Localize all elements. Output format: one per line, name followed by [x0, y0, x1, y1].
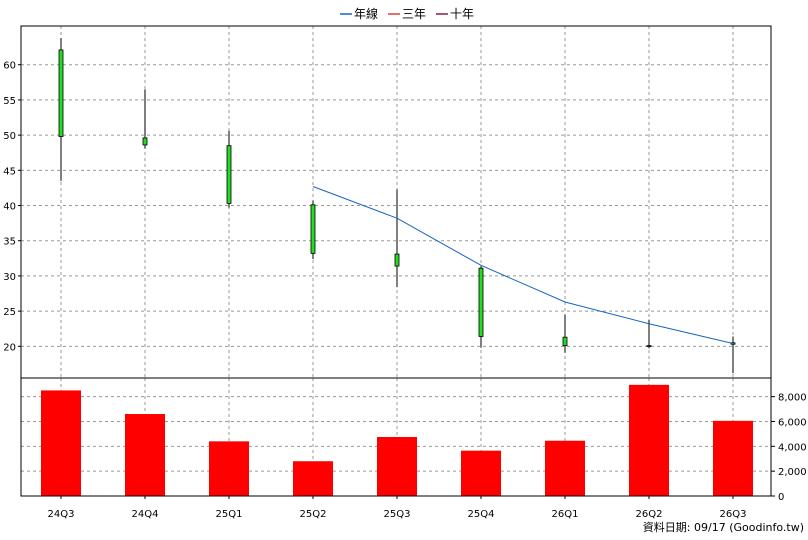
- legend-label: 三年: [402, 7, 426, 21]
- candlestick: [142, 89, 148, 149]
- price-tick-label: 50: [3, 131, 16, 142]
- candle-body: [226, 145, 232, 204]
- x-tick-label: 24Q4: [132, 509, 159, 520]
- candlestick: [58, 37, 64, 181]
- x-tick-label: 25Q3: [384, 509, 411, 520]
- price-panel-grid: [21, 26, 771, 378]
- price-tick-label: 45: [3, 166, 16, 177]
- x-tick-label: 26Q3: [720, 509, 747, 520]
- volume-tick-label: 2,000: [778, 467, 807, 478]
- volume-tick-label: 8,000: [778, 393, 807, 404]
- price-tick-label: 40: [3, 202, 16, 213]
- candle-body: [562, 336, 568, 347]
- volume-tick-label: 6,000: [778, 417, 807, 428]
- price-panel-frame: [20, 25, 772, 379]
- candle-body: [394, 253, 400, 267]
- footer-source-label: 資料日期: 09/17 (Goodinfo.tw): [643, 520, 804, 534]
- candlestick: [730, 336, 736, 374]
- candle-body: [58, 49, 64, 137]
- legend-label: 十年: [450, 7, 474, 21]
- x-tick-label: 26Q1: [552, 509, 579, 520]
- candle-body: [142, 137, 148, 146]
- candlestick: [646, 319, 652, 349]
- price-tick-label: 30: [3, 272, 16, 283]
- candlestick: [562, 314, 568, 353]
- candlestick: [310, 200, 316, 260]
- candlestick: [478, 266, 484, 348]
- price-tick-label: 55: [3, 96, 16, 107]
- candle-body: [310, 204, 316, 254]
- volume-bar: [293, 461, 333, 496]
- price-tick-label: 20: [3, 342, 16, 353]
- volume-bar: [125, 414, 165, 496]
- ma-line-series: [312, 186, 734, 344]
- candle-body: [646, 345, 652, 348]
- volume-axis: 0 2,000 4,000 6,000 8,000: [771, 393, 807, 503]
- legend: 年線 三年 十年: [340, 6, 474, 21]
- price-tick-label: 25: [3, 307, 16, 318]
- candlesticks: [58, 37, 736, 374]
- candle-body: [478, 267, 484, 337]
- volume-panel-frame: [20, 377, 772, 497]
- volume-bar: [629, 384, 669, 496]
- volume-bar: [209, 441, 249, 496]
- legend-label: 年線: [354, 6, 378, 21]
- x-tick-label: 26Q2: [636, 509, 663, 520]
- price-axis: 20 25 30 35 40 45 50 55 60: [3, 61, 21, 353]
- price-tick-label: 35: [3, 237, 16, 248]
- ma-line: [312, 186, 734, 344]
- price-tick-label: 60: [3, 61, 16, 72]
- volume-bar: [461, 450, 501, 496]
- volume-tick-label: 0: [778, 492, 784, 503]
- panel-frames: [20, 25, 772, 497]
- x-tick-label: 25Q4: [468, 509, 495, 520]
- x-tick-label: 25Q1: [216, 509, 243, 520]
- candlestick: [226, 130, 232, 208]
- volume-bar: [545, 440, 585, 496]
- volume-tick-label: 4,000: [778, 442, 807, 453]
- x-axis: 24Q3 24Q4 25Q1 25Q2 25Q3 25Q4 26Q1 26Q2 26Q3: [48, 496, 747, 520]
- volume-bars: [41, 384, 753, 496]
- volume-bar: [377, 437, 417, 496]
- volume-bar: [713, 420, 753, 496]
- x-tick-label: 24Q3: [48, 509, 75, 520]
- volume-bar: [41, 390, 81, 496]
- candlestick: [394, 189, 400, 288]
- x-tick-label: 25Q2: [300, 509, 327, 520]
